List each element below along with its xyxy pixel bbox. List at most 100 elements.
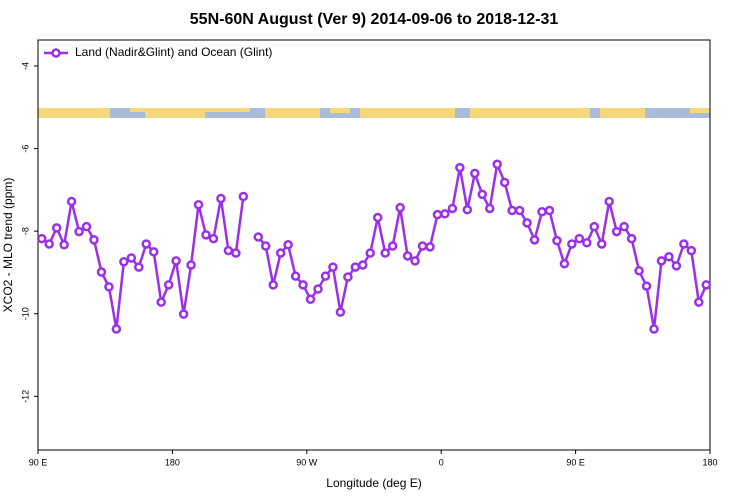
data-point (679, 239, 689, 249)
data-point (387, 241, 398, 251)
data-point (455, 162, 465, 173)
data-point (447, 203, 458, 214)
data-point (537, 207, 547, 217)
data-point (529, 235, 540, 245)
data-point (81, 221, 92, 232)
data-point (417, 241, 428, 251)
data-point (36, 233, 47, 244)
data-point (96, 267, 107, 277)
data-point (163, 280, 174, 290)
data-point (74, 226, 84, 237)
data-point (499, 177, 510, 188)
data-point (298, 280, 308, 290)
y-tick-label: -12 (20, 390, 30, 403)
data-point (596, 239, 607, 249)
x-axis-label: Longitude (deg E) (326, 476, 421, 490)
data-point (686, 245, 697, 256)
data-point (507, 205, 517, 216)
data-point (51, 223, 62, 233)
data-point (134, 262, 144, 272)
data-point (238, 191, 249, 202)
data-point (402, 251, 413, 261)
data-point (522, 218, 532, 228)
data-point (664, 252, 674, 262)
data-point (260, 241, 271, 251)
data-point (694, 297, 704, 307)
data-point (268, 280, 278, 290)
data-point (656, 256, 667, 266)
data-point (410, 256, 420, 266)
data-point (193, 199, 204, 210)
y-tick-label: -10 (20, 307, 30, 320)
data-point (59, 240, 69, 250)
x-tick-label: 90 E (29, 457, 48, 467)
data-point (178, 309, 189, 319)
data-point (328, 262, 338, 272)
data-point (171, 256, 181, 266)
data-line (41, 159, 708, 330)
data-point (574, 233, 585, 244)
data-point (567, 239, 577, 249)
data-point (589, 221, 600, 232)
data-point (372, 212, 383, 223)
data-point (89, 235, 99, 245)
data-point (148, 247, 159, 257)
map-strip (38, 108, 710, 118)
data-point (671, 261, 682, 271)
data-point (477, 189, 488, 200)
data-point (305, 294, 316, 305)
y-axis-label: XCO2 - MLO trend (ppm) (1, 178, 15, 313)
data-point (440, 209, 450, 219)
data-point (66, 196, 77, 207)
data-point (619, 221, 629, 232)
chart-title: 55N-60N August (Ver 9) 2014-09-06 to 201… (190, 11, 559, 28)
data-point (216, 193, 226, 204)
data-point (320, 271, 331, 281)
plot-frame (37, 39, 711, 451)
data-point (492, 159, 502, 170)
x-tick-label: 90 E (566, 457, 585, 467)
data-point (559, 259, 570, 269)
data-point (604, 196, 614, 207)
x-tick-label: 180 (165, 457, 180, 467)
data-point (111, 324, 122, 334)
data-point (552, 235, 562, 246)
y-tick-label: -8 (20, 227, 30, 235)
data-point (104, 282, 114, 292)
data-point (641, 281, 652, 291)
legend-label: Land (Nadir&Glint) and Ocean (Glint) (75, 45, 272, 59)
data-point (611, 226, 622, 237)
data-point (141, 239, 152, 249)
data-point (544, 205, 555, 216)
data-point (283, 240, 293, 250)
data-point (119, 256, 129, 267)
data-point (44, 239, 54, 249)
data-point (223, 245, 234, 256)
data-point (350, 262, 361, 272)
legend-marker (51, 48, 61, 58)
data-point (380, 248, 390, 258)
x-tick-label: 180 (702, 457, 717, 467)
data-point (253, 232, 264, 242)
data-point (126, 253, 137, 263)
data-point (462, 204, 473, 215)
data-point (432, 209, 443, 220)
data-point (649, 324, 659, 334)
data-point (701, 280, 712, 290)
data-point (365, 248, 376, 258)
data-point (634, 266, 644, 276)
y-tick-label: -4 (20, 62, 30, 70)
data-point (395, 202, 405, 213)
data-point (231, 248, 241, 258)
x-tick-label: 0 (439, 457, 444, 467)
data-point (425, 242, 435, 252)
data-point (514, 205, 525, 216)
data-point (201, 230, 211, 240)
data-point (470, 168, 480, 179)
data-point (290, 271, 301, 281)
y-tick-label: -6 (20, 145, 30, 153)
data-point (582, 237, 592, 248)
data-point (626, 233, 637, 244)
